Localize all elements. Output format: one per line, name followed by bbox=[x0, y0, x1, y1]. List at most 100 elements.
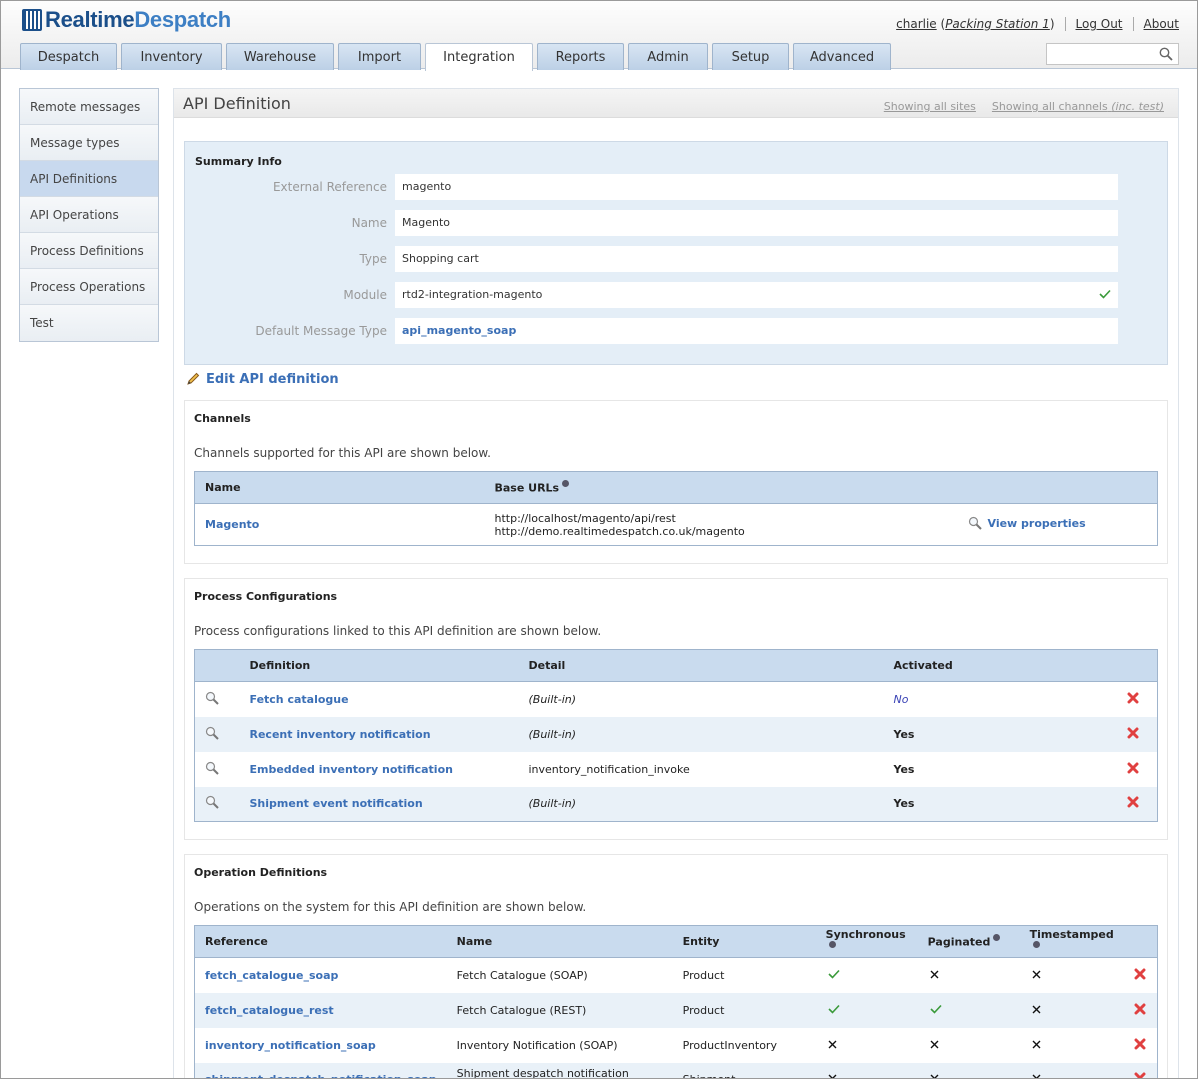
col-paginated: Paginated bbox=[917, 925, 1020, 958]
operation-name: Fetch Catalogue (SOAP) bbox=[456, 968, 588, 982]
page-title: API Definition bbox=[183, 94, 291, 113]
col-name: Name bbox=[194, 471, 485, 504]
station-link[interactable]: Packing Station 1 bbox=[945, 17, 1050, 31]
field-row: Type Shopping cart bbox=[185, 246, 1169, 272]
delete-icon[interactable] bbox=[1134, 968, 1146, 980]
operations-panel: Operation Definitions Operations on the … bbox=[184, 854, 1168, 1079]
logo-text-b: Despatch bbox=[134, 7, 231, 32]
operation-reference-link[interactable]: shipment_despatch_notification_soap bbox=[205, 1073, 437, 1078]
magnifier-icon[interactable] bbox=[205, 761, 219, 775]
tab-warehouse[interactable]: Warehouse bbox=[226, 43, 334, 70]
field-value: rtd2-integration-magento bbox=[395, 282, 1118, 308]
field-label: Default Message Type bbox=[255, 324, 387, 338]
table-row: Embedded inventory notification inventory… bbox=[195, 752, 1158, 787]
operations-table: Reference Name Entity Synchronous Pagina… bbox=[194, 925, 1158, 1079]
activated-value[interactable]: No bbox=[893, 692, 909, 706]
delete-icon[interactable] bbox=[1127, 796, 1139, 808]
process-definition-link[interactable]: Recent inventory notification bbox=[249, 727, 431, 741]
showing-sites-link[interactable]: Showing all sites bbox=[883, 100, 976, 113]
operation-reference-link[interactable]: fetch_catalogue_rest bbox=[205, 1003, 334, 1017]
table-row: fetch_catalogue_soap Fetch Catalogue (SOA… bbox=[195, 958, 1158, 993]
field-row: Default Message Type api_magento_soap bbox=[185, 318, 1169, 344]
col-base-urls: Base URLs bbox=[484, 471, 958, 504]
field-value[interactable]: api_magento_soap bbox=[395, 318, 1118, 344]
search-icon[interactable] bbox=[1159, 47, 1173, 61]
delete-icon[interactable] bbox=[1127, 727, 1139, 739]
field-value: Shopping cart bbox=[395, 246, 1118, 272]
tab-inventory[interactable]: Inventory bbox=[121, 43, 222, 70]
sidebar-item-remote-messages[interactable]: Remote messages bbox=[20, 89, 158, 125]
tab-import[interactable]: Import bbox=[338, 43, 421, 70]
logout-link[interactable]: Log Out bbox=[1075, 17, 1123, 31]
user-name-link[interactable]: charlie bbox=[896, 17, 937, 31]
col-entity: Entity bbox=[672, 925, 816, 958]
table-row: Magento http://localhost/magento/api/rest… bbox=[195, 504, 1158, 546]
table-row: Recent inventory notification (Built-in) Y… bbox=[194, 716, 1158, 752]
sidebar-item-process-operations[interactable]: Process Operations bbox=[20, 269, 158, 305]
field-value: magento bbox=[395, 174, 1118, 200]
about-link[interactable]: About bbox=[1143, 17, 1179, 31]
delete-icon[interactable] bbox=[1134, 1003, 1146, 1015]
col-activated: Activated bbox=[883, 649, 1109, 682]
process-detail: inventory_notification_invoke bbox=[528, 762, 690, 776]
tab-admin[interactable]: Admin bbox=[628, 43, 708, 70]
delete-icon[interactable] bbox=[1127, 762, 1139, 774]
magnifier-icon[interactable] bbox=[205, 691, 219, 705]
activated-value: Yes bbox=[893, 797, 915, 811]
operation-reference-link[interactable]: inventory_notification_soap bbox=[205, 1038, 376, 1052]
cross-icon bbox=[1032, 1040, 1041, 1048]
info-icon[interactable] bbox=[993, 934, 1001, 942]
page-header: API Definition Showing all sites Showing … bbox=[174, 89, 1178, 118]
process-definition-link[interactable]: Shipment event notification bbox=[249, 797, 423, 811]
operations-description: Operations on the system for this API de… bbox=[194, 900, 587, 914]
magnifier-icon[interactable] bbox=[968, 516, 982, 530]
magnifier-icon[interactable] bbox=[205, 795, 219, 809]
col-timestamped: Timestamped bbox=[1019, 925, 1124, 958]
col-synchronous: Synchronous bbox=[815, 925, 918, 958]
sidebar-item-message-types[interactable]: Message types bbox=[20, 125, 158, 161]
cross-icon bbox=[930, 1040, 939, 1048]
sidebar-item-api-operations[interactable]: API Operations bbox=[20, 197, 158, 233]
process-definition-link[interactable]: Fetch catalogue bbox=[249, 692, 349, 706]
magnifier-icon[interactable] bbox=[205, 726, 219, 740]
sidebar-item-process-definitions[interactable]: Process Definitions bbox=[20, 233, 158, 269]
showing-channels-link[interactable]: Showing all channels (inc. test) bbox=[991, 100, 1164, 113]
search-input[interactable] bbox=[1050, 44, 1158, 64]
sidebar-item-test[interactable]: Test bbox=[20, 305, 158, 341]
operation-entity: Product bbox=[682, 1003, 725, 1017]
info-icon[interactable] bbox=[828, 940, 836, 948]
search-box[interactable] bbox=[1046, 43, 1179, 65]
table-row: Fetch catalogue (Built-in) No bbox=[195, 682, 1158, 717]
tab-integration[interactable]: Integration bbox=[425, 43, 533, 71]
field-label: External Reference bbox=[272, 180, 387, 194]
channels-title: Channels bbox=[194, 412, 251, 425]
info-icon[interactable] bbox=[1032, 940, 1040, 948]
delete-icon[interactable] bbox=[1127, 692, 1139, 704]
channels-description: Channels supported for this API are show… bbox=[194, 446, 491, 460]
edit-api-definition-link[interactable]: Edit API definition bbox=[186, 371, 339, 387]
operation-entity: Shipment bbox=[683, 1073, 736, 1078]
tab-setup[interactable]: Setup bbox=[712, 43, 789, 70]
field-row: Name Magento bbox=[185, 210, 1169, 236]
logo[interactable]: RealtimeDespatch bbox=[22, 7, 231, 32]
main-content: API Definition Showing all sites Showing … bbox=[173, 88, 1179, 1079]
delete-icon[interactable] bbox=[1134, 1072, 1146, 1079]
activated-value: Yes bbox=[893, 727, 915, 741]
operation-name: Shipment despatch notification (SOAP) bbox=[456, 1066, 629, 1079]
operation-entity: ProductInventory bbox=[682, 1038, 777, 1052]
check-icon bbox=[1099, 289, 1111, 299]
tab-reports[interactable]: Reports bbox=[537, 43, 624, 70]
delete-icon[interactable] bbox=[1134, 1038, 1146, 1050]
tab-advanced[interactable]: Advanced bbox=[793, 43, 891, 70]
view-properties-link[interactable]: View properties bbox=[968, 516, 1086, 530]
sidebar-item-api-definitions[interactable]: API Definitions bbox=[20, 161, 158, 197]
process-definition-link[interactable]: Embedded inventory notification bbox=[249, 762, 453, 776]
base-url: http://localhost/magento/api/rest bbox=[494, 511, 676, 525]
channel-name-link[interactable]: Magento bbox=[205, 518, 260, 531]
tab-despatch[interactable]: Despatch bbox=[20, 43, 117, 70]
operation-reference-link[interactable]: fetch_catalogue_soap bbox=[205, 968, 339, 982]
channels-panel: Channels Channels supported for this API… bbox=[184, 400, 1168, 564]
base-url: http://demo.realtimedespatch.co.uk/magen… bbox=[494, 524, 745, 538]
info-icon[interactable] bbox=[562, 480, 570, 488]
